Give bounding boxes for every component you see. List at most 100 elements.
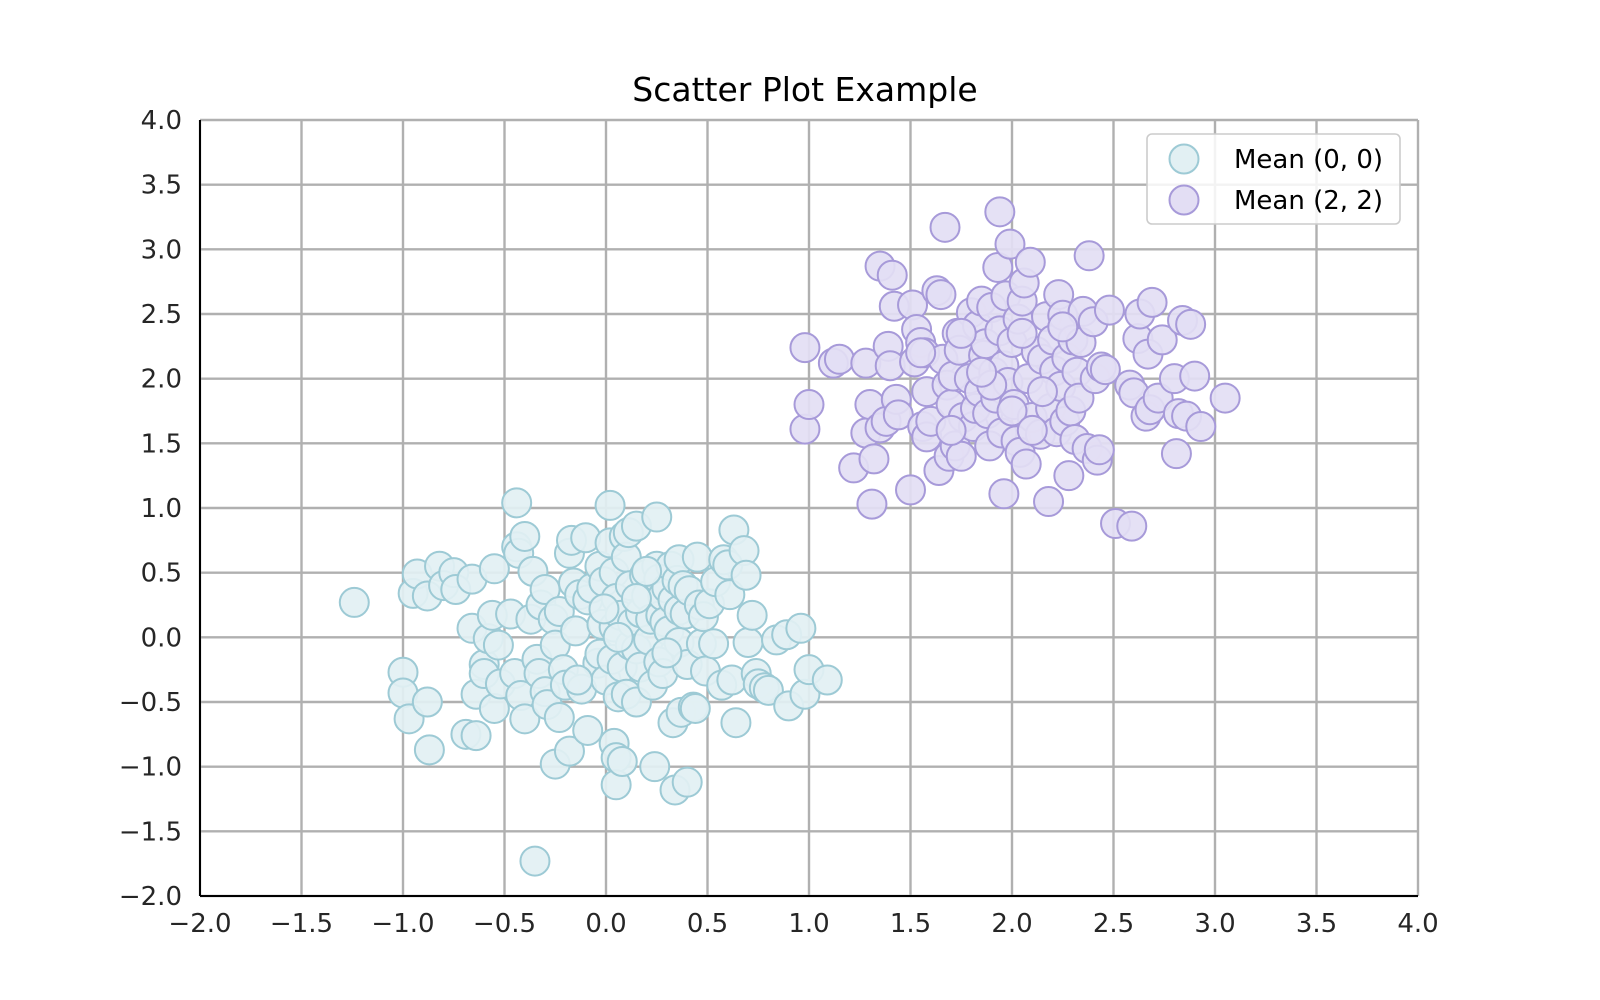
- data-point: [560, 615, 592, 647]
- data-point: [460, 720, 492, 752]
- x-tick-label: 4.0: [1397, 909, 1438, 939]
- y-tick-label: 1.5: [141, 429, 182, 459]
- x-tick-label: 2.5: [1093, 909, 1134, 939]
- data-point: [501, 487, 533, 519]
- legend-box: [1146, 133, 1401, 225]
- data-point: [996, 395, 1028, 427]
- x-tick-label: −1.5: [270, 909, 333, 939]
- data-point: [988, 478, 1020, 510]
- data-point: [1209, 382, 1241, 414]
- x-tick-label: 3.5: [1296, 909, 1337, 939]
- data-point: [1026, 376, 1058, 408]
- y-tick-labels: −2.0 −1.5 −1.0 −0.5 0.0 0.5 1.0 1.5 2.0 2.5 3.0 3.5…: [119, 106, 182, 912]
- y-tick-label: 4.0: [141, 106, 182, 136]
- y-tick-label: 3.5: [141, 171, 182, 201]
- data-point: [811, 664, 843, 696]
- y-tick-label: −1.5: [119, 817, 182, 847]
- series-0: [338, 487, 843, 877]
- data-point: [1136, 286, 1168, 318]
- data-point: [478, 553, 510, 585]
- data-point: [858, 443, 890, 475]
- data-point: [509, 703, 541, 735]
- data-point: [1073, 240, 1105, 272]
- data-point: [594, 489, 626, 521]
- x-tick-label: −2.0: [168, 909, 231, 939]
- x-tick-label: 1.0: [788, 909, 829, 939]
- data-point: [994, 228, 1026, 260]
- series-1: [789, 196, 1241, 542]
- data-point: [823, 343, 855, 375]
- grid: [198, 118, 1420, 898]
- data-point: [543, 702, 575, 734]
- x-tick-label: 2.0: [991, 909, 1032, 939]
- data-point: [411, 686, 443, 718]
- legend-label-0: Mean (0, 0): [1234, 145, 1383, 175]
- legend-marker-0: [1168, 143, 1200, 175]
- data-point: [338, 586, 370, 618]
- y-tick-label: −1.0: [119, 753, 182, 783]
- data-point: [1010, 448, 1042, 480]
- data-point: [929, 211, 961, 243]
- data-point: [413, 734, 445, 766]
- data-point: [925, 279, 957, 311]
- data-point: [895, 474, 926, 506]
- data-point: [1014, 246, 1046, 278]
- data-point: [1006, 317, 1038, 349]
- y-tick-label: −2.0: [119, 882, 182, 912]
- data-point: [984, 196, 1016, 228]
- data-point: [732, 627, 764, 659]
- data-point: [679, 692, 711, 724]
- data-point: [966, 356, 998, 388]
- data-point: [588, 593, 620, 625]
- data-point: [736, 599, 768, 631]
- data-point: [1083, 434, 1115, 466]
- data-point: [1175, 308, 1207, 340]
- data-point: [606, 745, 638, 777]
- x-tick-label: 3.0: [1194, 909, 1235, 939]
- data-point: [631, 555, 663, 587]
- data-point: [1047, 311, 1079, 343]
- x-tick-label: 0.0: [585, 909, 626, 939]
- data-point: [1033, 486, 1065, 518]
- data-point: [1053, 460, 1085, 492]
- data-point: [793, 389, 825, 421]
- y-tick-label: −0.5: [119, 688, 182, 718]
- y-tick-label: 2.0: [141, 365, 182, 395]
- data-point: [945, 317, 977, 349]
- data-point: [1016, 414, 1048, 446]
- legend-marker-1: [1168, 184, 1200, 216]
- data-point: [572, 714, 604, 746]
- data-point: [1160, 438, 1192, 470]
- data-point: [509, 520, 541, 552]
- data-point: [602, 621, 634, 653]
- data-point: [1093, 294, 1125, 326]
- data-point: [482, 629, 514, 661]
- data-point: [639, 751, 671, 783]
- data-point: [1089, 354, 1121, 386]
- y-tick-label: 0.5: [141, 559, 182, 589]
- x-tick-labels: −2.0 −1.5 −1.0 −0.5 0.0 0.5 1.0 1.5 2.0 2.5 3.0 3.5…: [168, 909, 1438, 939]
- data-points: [338, 196, 1241, 877]
- x-tick-label: 0.5: [687, 909, 728, 939]
- data-point: [698, 628, 730, 660]
- x-tick-label: −1.0: [371, 909, 434, 939]
- data-point: [1179, 360, 1211, 392]
- data-point: [785, 612, 817, 644]
- y-tick-label: 2.5: [141, 300, 182, 330]
- axes: [199, 120, 1418, 897]
- data-point: [671, 766, 703, 798]
- data-point: [945, 440, 977, 472]
- data-point: [1146, 324, 1178, 356]
- data-point: [935, 414, 967, 446]
- data-point: [562, 664, 594, 696]
- data-point: [876, 259, 908, 291]
- data-point: [856, 488, 888, 520]
- data-point: [720, 707, 752, 739]
- data-point: [1116, 510, 1148, 542]
- legend: Mean (0, 0) Mean (2, 2): [1146, 133, 1401, 225]
- data-point: [1185, 411, 1217, 443]
- x-tick-label: 1.5: [890, 909, 931, 939]
- data-point: [789, 332, 821, 364]
- data-point: [553, 735, 585, 767]
